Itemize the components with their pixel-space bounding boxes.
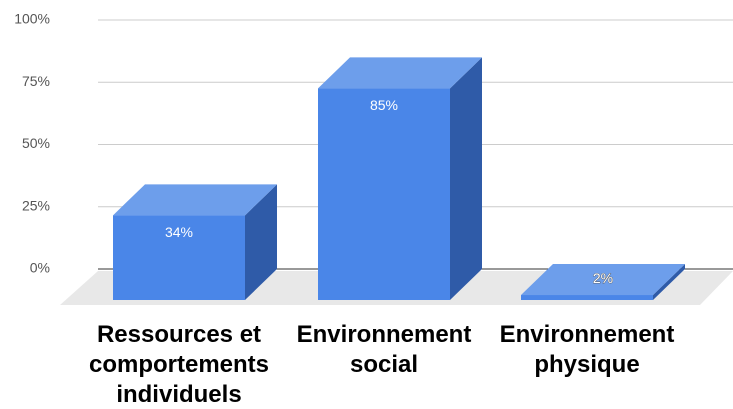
bar-top <box>318 57 482 89</box>
bar-front <box>113 215 245 300</box>
bar-front <box>318 88 450 300</box>
y-tick-label: 75% <box>22 73 50 89</box>
bar <box>521 264 685 300</box>
value-label: 34% <box>165 224 193 240</box>
y-tick-label: 25% <box>22 197 50 213</box>
bar-front <box>521 295 653 300</box>
y-tick-label: 0% <box>30 260 50 276</box>
bar <box>113 184 277 300</box>
value-label: 2% <box>593 270 613 286</box>
value-label: 85% <box>370 97 398 113</box>
bar-side <box>653 264 685 300</box>
x-tick-label: Environnement physique <box>499 321 675 378</box>
y-tick-label: 50% <box>22 135 50 151</box>
bar-top <box>521 264 685 296</box>
x-tick-label: Ressources et comportements individuels <box>88 321 270 408</box>
x-tick-label: Environnement social <box>296 321 472 378</box>
bar-top <box>113 184 277 216</box>
bar-side <box>450 57 482 300</box>
y-tick-label: 100% <box>14 11 50 27</box>
bar-side <box>245 184 277 300</box>
bar <box>318 57 482 300</box>
